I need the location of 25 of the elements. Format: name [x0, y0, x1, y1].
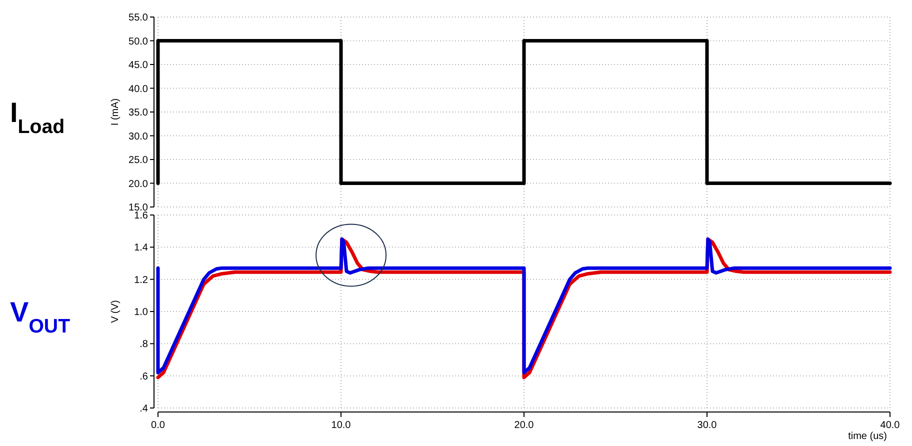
x-tick-label: 40.0 [880, 420, 900, 431]
x-axis-title: time (us) [848, 431, 887, 442]
y-tick-label: 20.0 [128, 178, 148, 190]
y-tick-label: .4 [140, 404, 148, 414]
y-tick-label: 50.0 [128, 36, 148, 48]
x-tick-label: 10.0 [331, 420, 352, 431]
y-tick-label: 1.0 [134, 307, 148, 318]
x-tick-label: 0.0 [151, 420, 166, 431]
y-tick-label: 25.0 [128, 155, 148, 166]
y-tick-label: 35.0 [128, 108, 148, 118]
y-tick-label: 40.0 [128, 84, 148, 95]
x-tick-label: 30.0 [697, 420, 718, 431]
text: V$_{OUT}$ [10, 296, 70, 338]
y-tick-label: 1.4 [134, 242, 148, 254]
x-tick-label: 20.0 [514, 420, 534, 431]
y-axis-title: V (V) [110, 300, 121, 323]
y-tick-label: 55.0 [128, 12, 148, 24]
y-tick-label: 45.0 [128, 60, 148, 71]
y-tick-label: .8 [140, 339, 148, 350]
y-axis-title: I (mA) [110, 98, 121, 126]
y-tick-label: 30.0 [128, 131, 148, 142]
y-tick-label: .6 [140, 371, 148, 382]
y-tick-label: 1.6 [134, 210, 148, 222]
text: I$_{Load}$ [10, 97, 65, 138]
y-tick-label: 1.2 [134, 274, 148, 286]
